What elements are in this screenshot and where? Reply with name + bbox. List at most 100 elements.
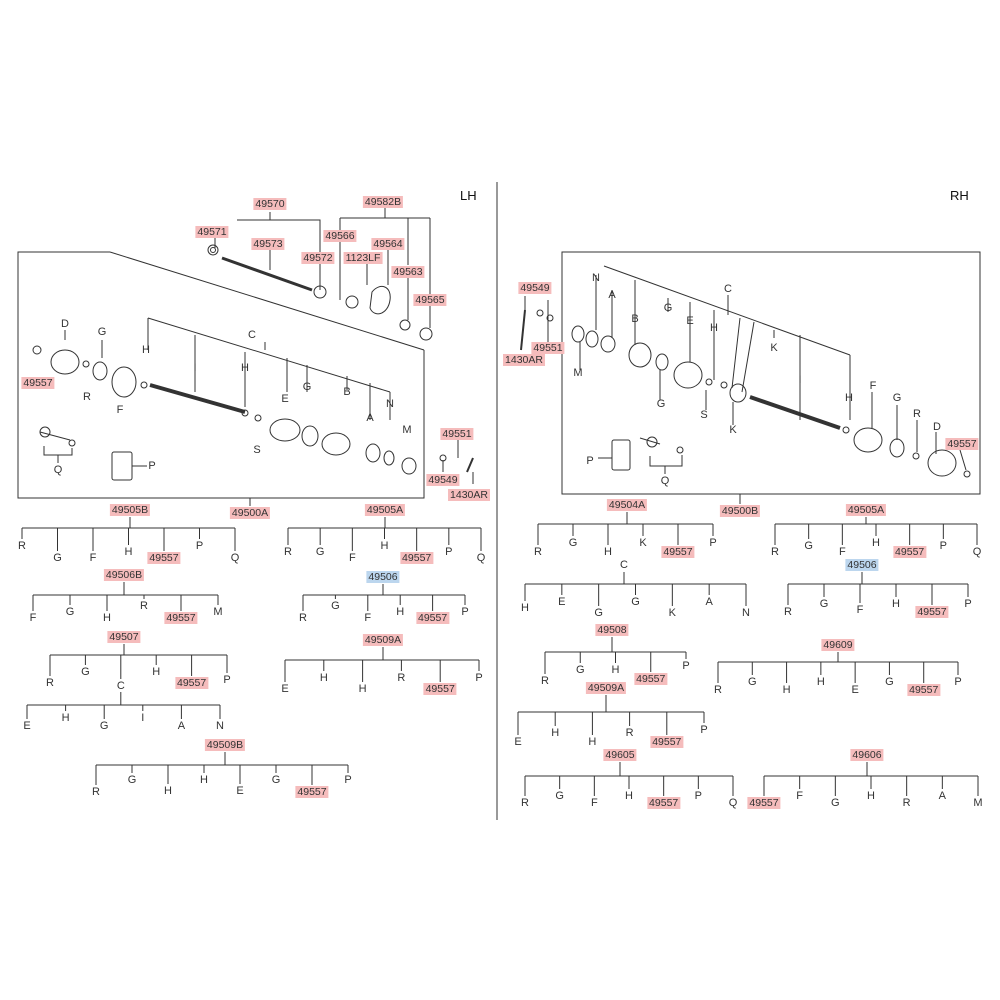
component-p: P bbox=[694, 790, 702, 802]
assembly-49505B[interactable]: 49505B bbox=[109, 504, 151, 516]
component-g: G bbox=[804, 540, 813, 552]
component-f: F bbox=[348, 552, 356, 564]
lh-label-R: R bbox=[83, 391, 91, 403]
part-49564[interactable]: 49564 bbox=[371, 238, 405, 250]
part-49549-rh[interactable]: 49549 bbox=[518, 282, 552, 294]
component-h: H bbox=[611, 664, 620, 676]
lh-label-N: N bbox=[386, 398, 394, 410]
component-e: E bbox=[23, 720, 31, 732]
lh-side-label: LH bbox=[460, 188, 477, 203]
component-h: H bbox=[867, 790, 875, 802]
assembly-49506[interactable]: 49506 bbox=[845, 559, 879, 571]
component-h: H bbox=[872, 537, 880, 549]
component-g: G bbox=[885, 676, 894, 688]
assembly-49506B[interactable]: 49506B bbox=[103, 569, 145, 581]
part-49557[interactable]: 49557 bbox=[661, 546, 695, 558]
part-49557[interactable]: 49557 bbox=[650, 736, 684, 748]
part-49570[interactable]: 49570 bbox=[253, 198, 287, 210]
part-49565[interactable]: 49565 bbox=[413, 294, 447, 306]
part-49500B[interactable]: 49500B bbox=[719, 505, 761, 517]
part-49557[interactable]: 49557 bbox=[634, 673, 668, 685]
part-49557[interactable]: 49557 bbox=[907, 684, 941, 696]
part-49557[interactable]: 49557 bbox=[893, 546, 927, 558]
lh-label-G: G bbox=[97, 326, 107, 338]
component-g: G bbox=[594, 607, 603, 619]
lh-label-A: A bbox=[366, 412, 374, 424]
component-a: A bbox=[177, 720, 186, 732]
component-f: F bbox=[364, 612, 372, 624]
lh-label-B: B bbox=[343, 386, 351, 398]
component-f: F bbox=[838, 546, 846, 558]
component-e: E bbox=[851, 684, 859, 696]
component-h: H bbox=[200, 774, 208, 786]
part-49557[interactable]: 49557 bbox=[747, 797, 781, 809]
part-1430AR-lh[interactable]: 1430AR bbox=[448, 489, 490, 501]
rh-label-P: P bbox=[586, 455, 594, 467]
lh-label-I: I bbox=[193, 362, 197, 374]
part-49557-rh[interactable]: 49557 bbox=[945, 438, 979, 450]
part-49557[interactable]: 49557 bbox=[174, 677, 209, 689]
component-p: P bbox=[475, 672, 483, 684]
part-49563[interactable]: 49563 bbox=[391, 266, 425, 278]
component-r: R bbox=[784, 606, 792, 618]
assembly-49505A[interactable]: 49505A bbox=[364, 504, 406, 516]
part-49557[interactable]: 49557 bbox=[915, 606, 949, 618]
part-49557[interactable]: 49557 bbox=[647, 797, 681, 809]
part-1430AR-rh[interactable]: 1430AR bbox=[503, 354, 545, 366]
assembly-49609[interactable]: 49609 bbox=[821, 639, 855, 651]
part-49566[interactable]: 49566 bbox=[323, 230, 357, 242]
lh-label-H2: H bbox=[241, 362, 249, 374]
rh-frame bbox=[561, 251, 981, 495]
part-49549-lh[interactable]: 49549 bbox=[426, 474, 460, 486]
part-49551-rh[interactable]: 49551 bbox=[531, 342, 565, 354]
assembly-49504A[interactable]: 49504A bbox=[606, 499, 648, 511]
component-g: G bbox=[555, 790, 564, 802]
part-1123LF[interactable]: 1123LF bbox=[343, 252, 383, 264]
assembly-49506[interactable]: 49506 bbox=[366, 571, 400, 583]
component-f: F bbox=[89, 552, 97, 564]
component-q: Q bbox=[230, 552, 240, 564]
part-49557[interactable]: 49557 bbox=[295, 786, 329, 798]
part-49557[interactable]: 49557 bbox=[147, 552, 181, 564]
component-p: P bbox=[709, 537, 717, 549]
component-g: G bbox=[575, 664, 585, 676]
assembly-49605[interactable]: 49605 bbox=[603, 749, 637, 761]
assembly-49505A[interactable]: 49505A bbox=[845, 504, 887, 516]
component-a: A bbox=[705, 596, 713, 608]
component-n: N bbox=[216, 720, 224, 732]
part-49557-lh[interactable]: 49557 bbox=[21, 377, 55, 389]
rh-label-Q: Q bbox=[660, 475, 670, 487]
rh-label-R: R bbox=[913, 408, 921, 420]
lh-label-H: H bbox=[142, 344, 150, 356]
component-p: P bbox=[344, 774, 352, 786]
component-h: H bbox=[164, 785, 172, 797]
assembly-49509A[interactable]: 49509A bbox=[362, 634, 404, 646]
assembly-49509B[interactable]: 49509B bbox=[204, 739, 246, 751]
rh-label-A: A bbox=[608, 289, 616, 301]
assembly-49509A[interactable]: 49509A bbox=[585, 682, 627, 694]
part-49572[interactable]: 49572 bbox=[301, 252, 335, 264]
component-g: G bbox=[331, 600, 340, 612]
rh-label-E: E bbox=[686, 315, 694, 327]
part-49573[interactable]: 49573 bbox=[251, 238, 285, 250]
component-q: Q bbox=[972, 546, 982, 558]
assembly-49508[interactable]: 49508 bbox=[595, 624, 629, 636]
part-49582B[interactable]: 49582B bbox=[362, 196, 404, 208]
component-h: H bbox=[358, 683, 367, 695]
part-49557[interactable]: 49557 bbox=[164, 612, 198, 624]
assembly-49507[interactable]: 49507 bbox=[107, 631, 141, 643]
component-g: G bbox=[568, 537, 578, 549]
part-49557[interactable]: 49557 bbox=[423, 683, 457, 695]
component-a: A bbox=[938, 790, 946, 802]
part-49500A[interactable]: 49500A bbox=[229, 507, 271, 519]
part-49557[interactable]: 49557 bbox=[400, 552, 434, 564]
assembly-49606[interactable]: 49606 bbox=[850, 749, 884, 761]
component-r: R bbox=[771, 546, 779, 558]
component-g: G bbox=[99, 720, 109, 732]
component-r: R bbox=[18, 540, 26, 552]
part-49551-lh[interactable]: 49551 bbox=[440, 428, 474, 440]
part-49557[interactable]: 49557 bbox=[415, 612, 450, 624]
part-49571[interactable]: 49571 bbox=[195, 226, 229, 238]
component-r: R bbox=[299, 612, 307, 624]
